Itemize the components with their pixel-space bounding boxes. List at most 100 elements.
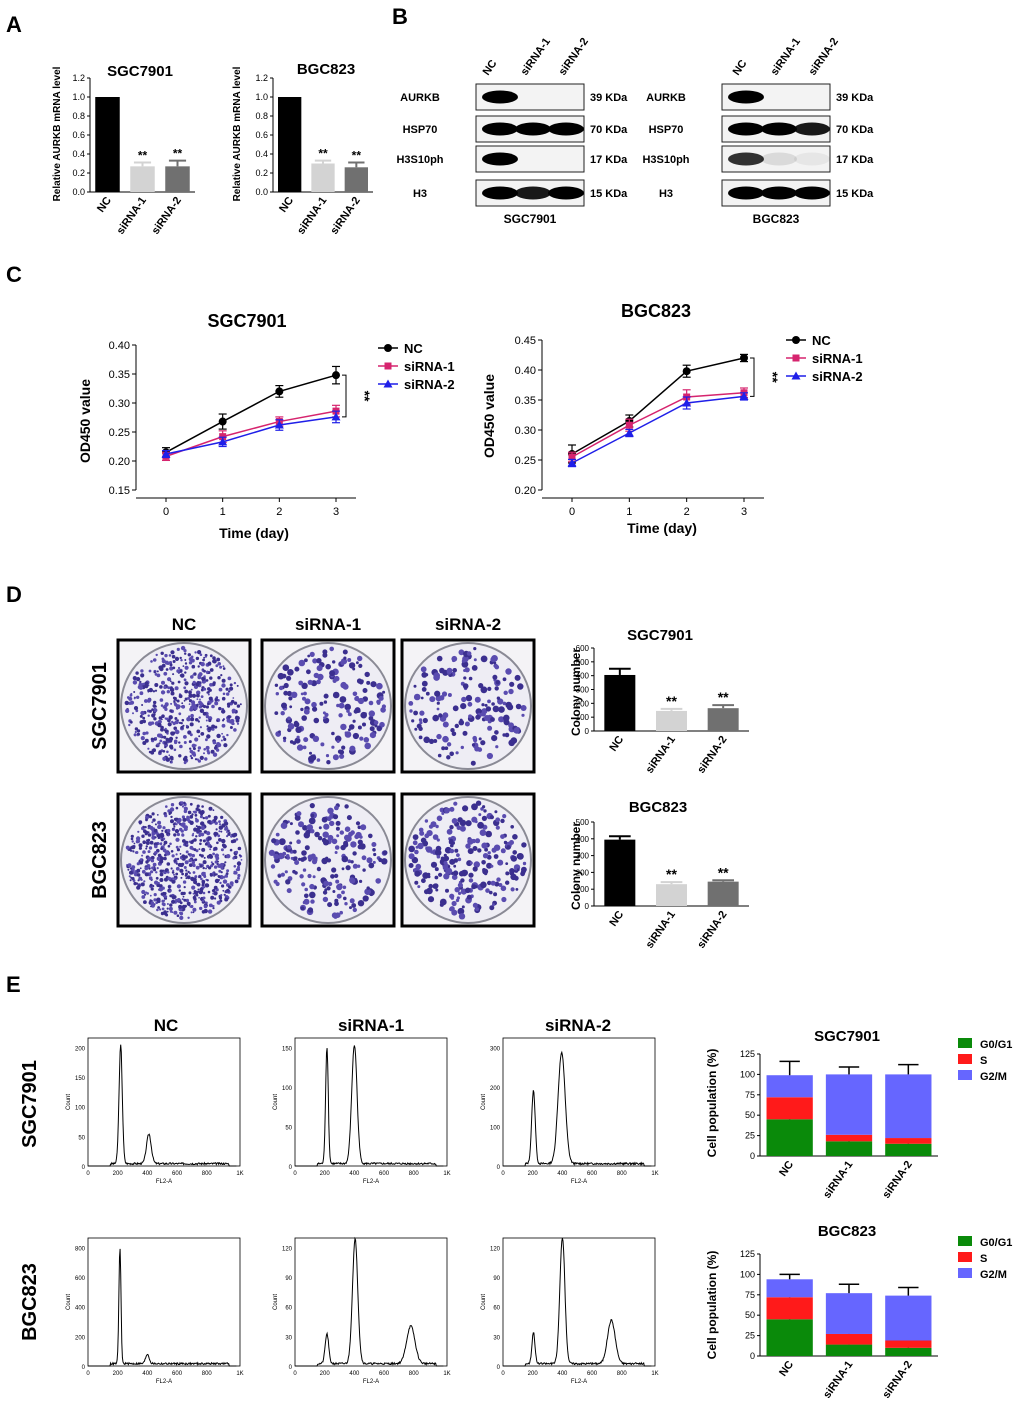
colony	[190, 904, 194, 909]
colony	[348, 724, 355, 730]
y-axis-label: Count	[66, 1294, 72, 1310]
colony	[164, 707, 168, 711]
colony	[413, 684, 417, 688]
colony	[204, 655, 208, 658]
colony	[166, 690, 170, 694]
colony	[421, 680, 428, 687]
colony	[156, 743, 159, 746]
category-label: siRNA-2	[695, 909, 729, 951]
colony	[340, 660, 345, 666]
colony	[201, 899, 205, 903]
category-label: siRNA-2	[695, 734, 729, 776]
colony	[368, 862, 375, 869]
colony	[168, 661, 173, 665]
colony	[180, 876, 183, 879]
colony	[163, 735, 167, 739]
colony	[277, 874, 281, 878]
colony	[157, 722, 162, 728]
colony	[180, 673, 185, 678]
colony	[452, 705, 459, 712]
colony	[202, 711, 207, 716]
colony	[164, 741, 168, 745]
lane-label: siRNA-2	[557, 36, 591, 78]
colony	[199, 726, 202, 729]
colony	[339, 696, 347, 703]
colony	[192, 673, 195, 676]
colony	[188, 872, 191, 875]
colony	[172, 666, 176, 670]
colony	[163, 910, 167, 914]
colony	[327, 834, 334, 841]
colony	[506, 845, 511, 850]
colony	[468, 878, 474, 883]
colony	[193, 900, 197, 904]
colony	[191, 743, 196, 748]
colony	[133, 733, 137, 737]
significance-mark: **	[173, 147, 183, 161]
colony	[153, 898, 157, 902]
colony	[453, 801, 458, 806]
y-tick-label: 150	[75, 1076, 86, 1082]
colony	[199, 842, 202, 846]
colony	[144, 738, 149, 743]
colony	[215, 832, 219, 836]
colony	[189, 845, 194, 850]
colony	[187, 853, 190, 856]
colony	[202, 860, 207, 865]
colony	[374, 724, 378, 728]
colony	[191, 885, 196, 890]
colony-cluster	[124, 645, 242, 765]
colony	[500, 848, 506, 854]
category-label: siRNA-1	[115, 195, 149, 237]
colony	[207, 661, 212, 666]
colony	[195, 656, 200, 661]
x-tick-label: 0	[501, 1371, 505, 1377]
colony	[129, 867, 132, 870]
colony	[326, 886, 331, 891]
colony	[158, 716, 162, 720]
colony	[492, 705, 500, 713]
legend-label: G2/M	[980, 1269, 1007, 1281]
colony	[516, 868, 520, 872]
colony	[179, 901, 183, 905]
colony	[283, 682, 289, 689]
colony	[132, 676, 137, 681]
colony	[500, 834, 505, 839]
colony	[171, 654, 176, 659]
colony	[280, 711, 285, 716]
colony	[168, 715, 173, 720]
blot-band	[515, 122, 551, 136]
histogram-curve	[295, 1236, 444, 1367]
data-point	[740, 354, 748, 362]
colony	[215, 856, 220, 861]
legend-marker	[791, 371, 801, 380]
colony	[167, 677, 172, 682]
colony	[141, 682, 145, 686]
data-point	[274, 420, 284, 429]
stack-segment	[825, 1293, 873, 1334]
kda-label: 70 KDa	[836, 124, 874, 136]
colony	[436, 838, 440, 842]
significance-mark: **	[666, 866, 677, 882]
colony	[204, 816, 209, 820]
colony	[194, 813, 198, 817]
colony	[164, 660, 169, 665]
colony	[331, 745, 335, 749]
colony	[142, 716, 146, 720]
colony	[208, 806, 213, 811]
colony	[285, 879, 291, 885]
colony	[152, 690, 156, 693]
y-tick-label: 120	[282, 1246, 293, 1252]
y-tick-label: 0	[289, 1165, 293, 1171]
colony	[190, 911, 193, 914]
colony	[223, 893, 226, 896]
colony	[194, 737, 199, 742]
colony	[164, 745, 167, 749]
colony	[188, 703, 191, 705]
y-tick-label: 400	[75, 1306, 86, 1312]
colony	[167, 834, 170, 837]
colony	[218, 820, 221, 823]
significance-mark: **	[352, 149, 362, 163]
colony	[210, 820, 214, 824]
